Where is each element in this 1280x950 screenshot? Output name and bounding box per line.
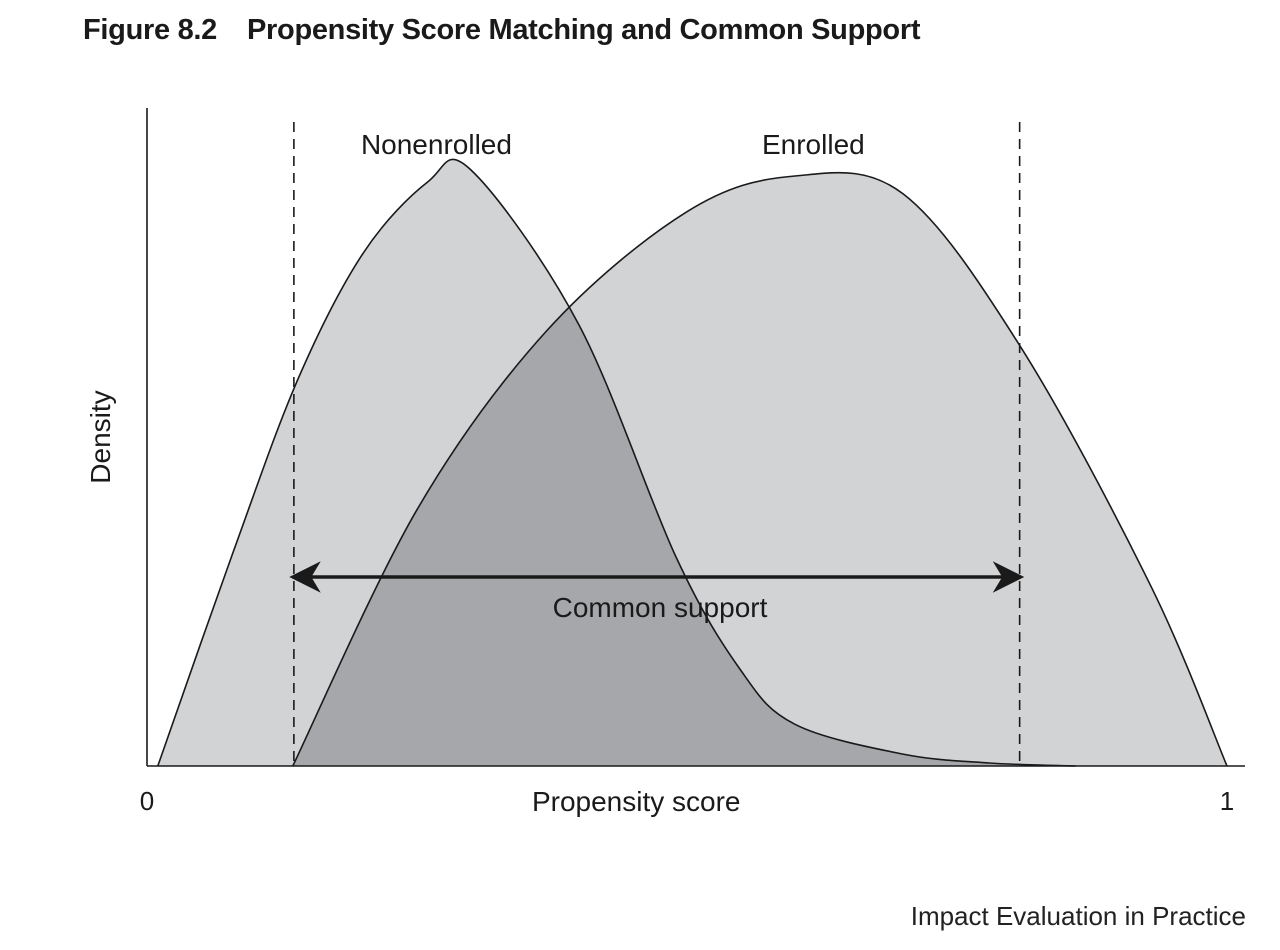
x-tick-label-0: 0	[140, 786, 154, 816]
x-tick-label-1: 1	[1220, 786, 1234, 816]
enrolled-curve	[292, 171, 1228, 767]
book-footer: Impact Evaluation in Practice	[910, 901, 1246, 931]
series-label-nonenrolled: Nonenrolled	[361, 129, 512, 160]
x-axis-label: Propensity score	[532, 786, 741, 817]
figure-title-text: Propensity Score Matching and Common Sup…	[247, 14, 921, 46]
series-label-enrolled: Enrolled	[762, 129, 865, 160]
nonenrolled-curve	[157, 158, 1076, 767]
figure-title: Figure 8.2 Propensity Score Matching and …	[83, 14, 920, 47]
common-support-label: Common support	[553, 592, 768, 623]
y-axis-label: Density	[85, 390, 116, 483]
figure-number: Figure 8.2	[83, 14, 217, 46]
